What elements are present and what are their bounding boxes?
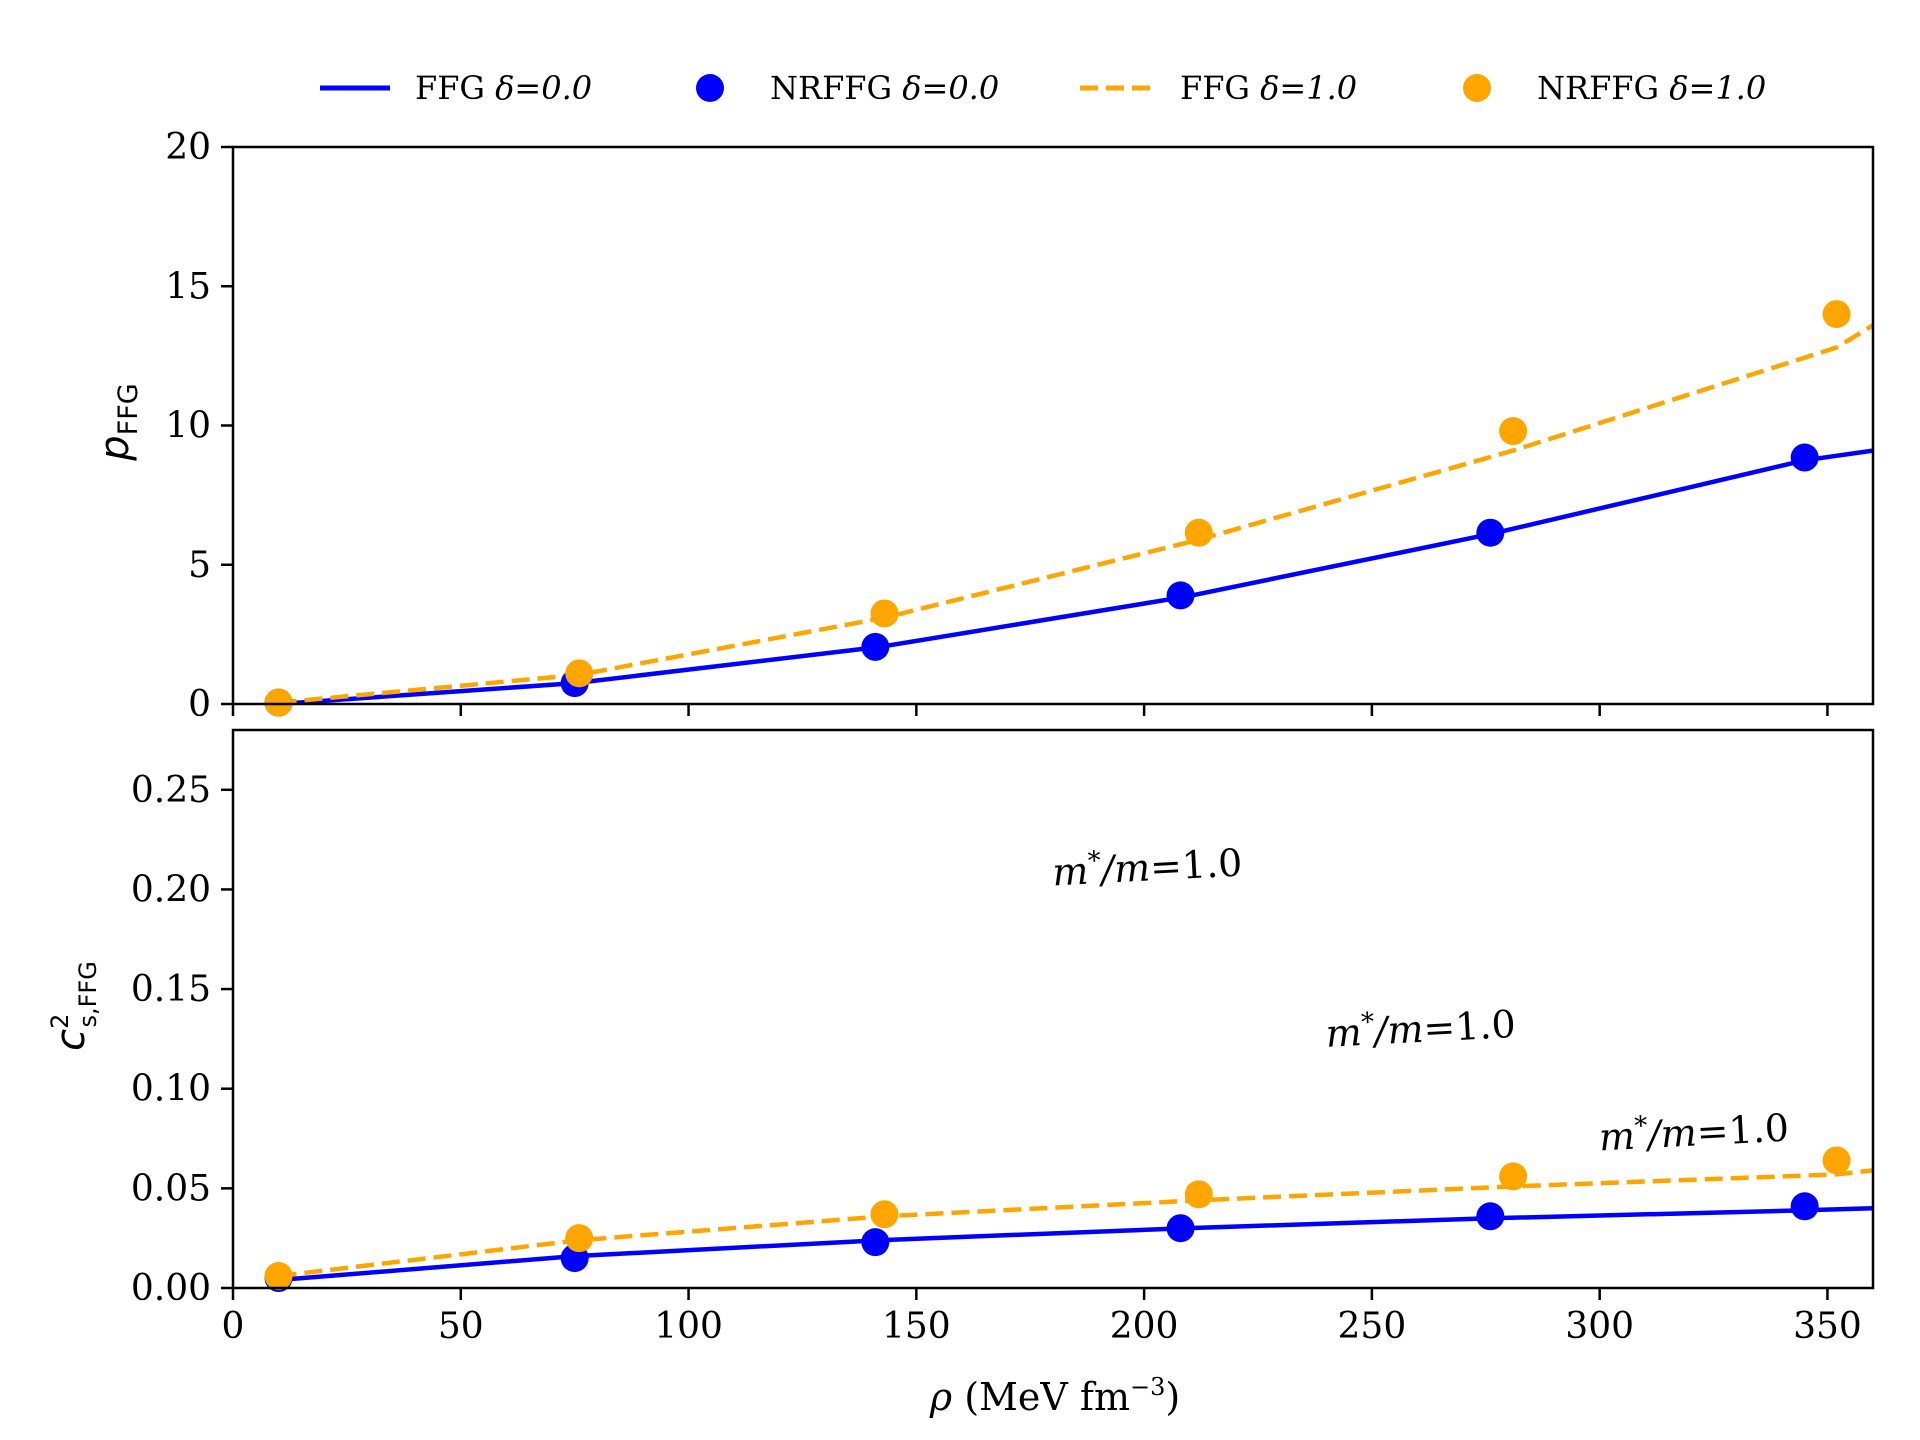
svg-text:NRFFG δ=1.0: NRFFG δ=1.0 <box>1537 69 1766 107</box>
legend-item-ffg-delta-1: FFG δ=1.0 <box>1080 69 1357 107</box>
legend: FFG δ=0.0 NRFFG δ=0.0 FFG δ=1.0 NRFFG δ=… <box>320 69 1766 107</box>
svg-text:FFG δ=1.0: FFG δ=1.0 <box>1180 69 1357 107</box>
data-point <box>1476 1202 1505 1231</box>
series-line <box>278 323 1873 704</box>
legend-marker-orange <box>1463 74 1491 102</box>
annotation-mass-ratio: m*/m=1.0 <box>1051 839 1243 895</box>
legend-delta: δ=1.0 <box>1669 69 1766 107</box>
legend-label-ffg: FFG <box>415 69 485 107</box>
x-tick-label: 0 <box>222 1306 245 1347</box>
y-tick-label: 0.20 <box>131 869 211 910</box>
legend-delta: δ=0.0 <box>902 69 999 107</box>
y-tick-label: 0.25 <box>131 770 211 811</box>
legend-label-nrffg: NRFFG <box>770 69 892 107</box>
x-tick-label: 150 <box>882 1306 951 1347</box>
x-tick-label: 100 <box>654 1306 723 1347</box>
data-point <box>1822 1146 1851 1175</box>
y-tick-label: 0.00 <box>131 1268 211 1309</box>
x-tick-label: 50 <box>438 1306 484 1347</box>
data-point <box>870 599 899 628</box>
x-tick-label: 300 <box>1565 1306 1634 1347</box>
svg-text:NRFFG δ=0.0: NRFFG δ=0.0 <box>770 69 999 107</box>
y-tick-label: 15 <box>165 266 211 307</box>
y-axis-title-pressure: pFFG <box>92 383 144 461</box>
svg-text:FFG δ=0.0: FFG δ=0.0 <box>415 69 592 107</box>
legend-marker-blue <box>696 74 724 102</box>
legend-item-ffg-delta-0: FFG δ=0.0 <box>320 69 592 107</box>
legend-item-nrffg-delta-1: NRFFG δ=1.0 <box>1463 69 1766 107</box>
data-point <box>1499 1162 1528 1191</box>
plot-area <box>278 323 1873 704</box>
x-axis-title: ρ (MeV fm−3) <box>929 1373 1181 1419</box>
legend-label-ffg: FFG <box>1180 69 1250 107</box>
annotation-mass-ratio: m*/m=1.0 <box>1324 1000 1516 1056</box>
pressure-panel: 0 5 10 15 20 <box>165 127 1875 725</box>
data-point <box>565 1224 594 1253</box>
sound-speed-panel: 0 50 100 150 200 250 300 350 0.00 0.05 0.10 0.15 0.2… <box>131 728 1875 1347</box>
data-point <box>1184 518 1213 547</box>
y-tick-label: 0.15 <box>131 969 211 1010</box>
y-tick-label: 5 <box>188 545 211 586</box>
data-point <box>264 688 293 717</box>
series-line <box>278 1206 1873 1283</box>
series-line <box>278 448 1873 704</box>
y-tick-label: 20 <box>165 127 211 168</box>
data-point <box>861 1228 890 1257</box>
y-tick-label: 0.05 <box>131 1168 211 1209</box>
data-point <box>1499 417 1528 446</box>
data-point <box>1790 443 1819 472</box>
data-point <box>565 659 594 688</box>
legend-label-nrffg: NRFFG <box>1537 69 1659 107</box>
y-axis-title-sound-speed: c2s,FFG <box>46 961 102 1051</box>
legend-delta: δ=1.0 <box>1260 69 1357 107</box>
y-tick-label: 0.10 <box>131 1069 211 1110</box>
x-tick-label: 350 <box>1793 1306 1862 1347</box>
data-point <box>1822 300 1851 329</box>
data-point <box>1476 518 1505 547</box>
data-point <box>1790 1192 1819 1221</box>
data-point <box>1184 1180 1213 1209</box>
axes-frame <box>231 728 1875 1290</box>
plot-area <box>278 1168 1873 1283</box>
annotation-mass-ratio: m*/m=1.0 <box>1598 1104 1790 1160</box>
legend-delta: δ=0.0 <box>495 69 592 107</box>
y-tick-label: 0 <box>188 684 211 725</box>
legend-item-nrffg-delta-0: NRFFG δ=0.0 <box>696 69 999 107</box>
data-point <box>1166 1214 1195 1243</box>
data-point <box>264 1262 293 1291</box>
y-tick-label: 10 <box>165 406 211 447</box>
data-point <box>870 1200 899 1229</box>
x-tick-label: 250 <box>1338 1306 1407 1347</box>
x-tick-label: 200 <box>1110 1306 1179 1347</box>
data-point <box>861 632 890 661</box>
data-point <box>1166 581 1195 610</box>
